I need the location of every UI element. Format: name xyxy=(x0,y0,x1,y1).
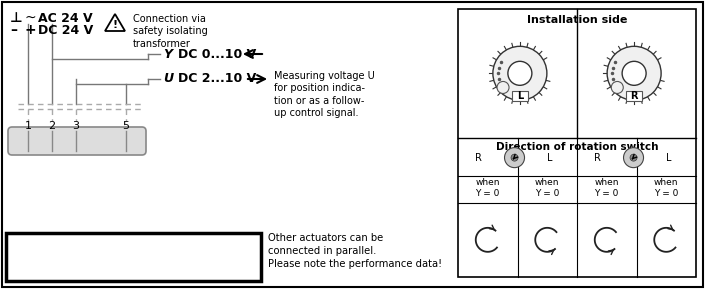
Text: 1: 1 xyxy=(25,121,32,131)
Text: when
Y = 0: when Y = 0 xyxy=(594,177,619,198)
Text: L: L xyxy=(666,153,672,163)
Text: when
Y = 0: when Y = 0 xyxy=(535,177,560,198)
Text: !: ! xyxy=(112,20,118,30)
Text: –: – xyxy=(19,255,25,268)
Circle shape xyxy=(505,148,525,168)
Circle shape xyxy=(508,61,532,85)
Bar xyxy=(626,91,642,101)
Circle shape xyxy=(623,148,644,168)
Circle shape xyxy=(611,81,623,93)
Text: when
Y = 0: when Y = 0 xyxy=(475,177,500,198)
Text: Y: Y xyxy=(163,47,172,60)
Bar xyxy=(458,9,696,277)
Text: U: U xyxy=(163,73,173,86)
Circle shape xyxy=(622,61,646,85)
Text: Measuring voltage U
for position indica-
tion or as a follow-
up control signal.: Measuring voltage U for position indica-… xyxy=(274,71,375,118)
Text: DC 2...10 V: DC 2...10 V xyxy=(178,73,256,86)
FancyBboxPatch shape xyxy=(8,127,146,155)
Text: DC 24 V: DC 24 V xyxy=(38,23,93,36)
Circle shape xyxy=(630,154,637,161)
Text: +: + xyxy=(35,255,45,268)
Text: ~: ~ xyxy=(35,242,45,255)
Text: AC 24 V: AC 24 V xyxy=(38,12,92,25)
Text: +: + xyxy=(24,23,36,37)
Text: when
Y = 0: when Y = 0 xyxy=(654,177,678,198)
Text: 5: 5 xyxy=(123,121,130,131)
Bar xyxy=(6,233,261,281)
Text: –: – xyxy=(10,23,17,37)
Text: 3: 3 xyxy=(73,121,80,131)
Text: Installation side: Installation side xyxy=(527,15,627,25)
Text: DC 0...10 V: DC 0...10 V xyxy=(178,47,256,60)
Text: U: U xyxy=(121,242,131,255)
Text: 2: 2 xyxy=(49,121,56,131)
Text: ~: ~ xyxy=(24,11,36,25)
Circle shape xyxy=(497,81,509,93)
Text: L: L xyxy=(548,153,553,163)
Text: R: R xyxy=(594,153,601,163)
Bar xyxy=(512,91,528,101)
Text: R: R xyxy=(630,91,638,101)
Text: L: L xyxy=(517,91,523,101)
Text: Y: Y xyxy=(71,242,80,255)
Text: Other actuators can be
connected in parallel.
Please note the performance data!: Other actuators can be connected in para… xyxy=(268,233,442,269)
Text: Connection via
safety isolating
transformer: Connection via safety isolating transfor… xyxy=(133,14,208,49)
Text: ⊥: ⊥ xyxy=(10,11,23,25)
Text: Direction of rotation switch: Direction of rotation switch xyxy=(496,142,658,152)
Circle shape xyxy=(607,46,661,100)
Circle shape xyxy=(493,46,547,100)
Text: R: R xyxy=(475,153,482,163)
Text: AFR24-SR: AFR24-SR xyxy=(121,247,229,266)
Circle shape xyxy=(511,154,518,161)
Text: ⊥: ⊥ xyxy=(16,242,27,255)
